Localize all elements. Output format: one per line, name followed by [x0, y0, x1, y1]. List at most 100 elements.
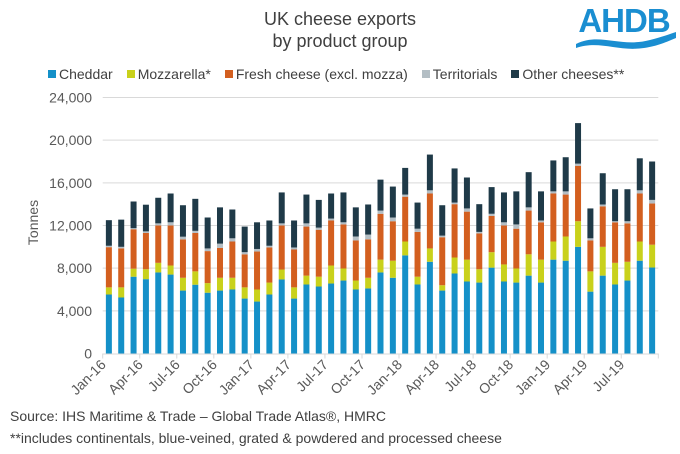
- bar-segment: [513, 191, 520, 225]
- bar-segment: [266, 282, 273, 295]
- bar-segment: [179, 290, 186, 354]
- bar-segment: [130, 268, 137, 277]
- bar-segment: [451, 257, 458, 274]
- bar-segment: [488, 252, 495, 268]
- bar-segment: [426, 261, 433, 354]
- bar-segment: [488, 187, 495, 214]
- legend-swatch: [126, 70, 135, 78]
- bar-segment: [352, 236, 359, 241]
- bar-segment: [488, 267, 495, 354]
- bar-segment: [130, 201, 137, 229]
- bar-segment: [266, 247, 273, 283]
- bar-segment: [229, 238, 236, 242]
- bar-segment: [562, 260, 569, 354]
- bar-segment: [278, 279, 285, 354]
- bar-segment: [315, 286, 322, 354]
- bar-segment: [389, 221, 396, 261]
- bar-segment: [476, 231, 483, 234]
- bar-segment: [562, 191, 569, 195]
- bar-segment: [414, 228, 421, 232]
- bar-segment: [513, 282, 520, 354]
- bar-segment: [142, 269, 149, 280]
- chart-title: UK cheese exports by product group: [0, 8, 680, 52]
- legend-swatch: [224, 70, 233, 78]
- bar-segment: [575, 163, 582, 166]
- y-tick-label: 24,000: [49, 90, 92, 106]
- chart-legend: Cheddar Mozzarella* Fresh cheese (excl. mo…: [48, 66, 624, 82]
- x-tick-label: Apr-19: [549, 356, 590, 397]
- y-tick-label: 8,000: [57, 260, 92, 276]
- bar-segment: [340, 280, 347, 354]
- bar-segment: [402, 194, 409, 197]
- bar-segment: [377, 272, 384, 354]
- bar-segment: [365, 234, 372, 240]
- bar-segment: [426, 193, 433, 249]
- bar-segment: [402, 255, 409, 354]
- legend-label: Fresh cheese (excl. mozza): [235, 66, 408, 82]
- bar-segment: [525, 254, 532, 276]
- x-tick-label: Apr-18: [401, 356, 442, 397]
- bar-segment: [179, 236, 186, 240]
- y-tick-label: 16,000: [49, 175, 92, 191]
- bar-segment: [624, 261, 631, 281]
- bar-segment: [402, 241, 409, 256]
- bar-segment: [179, 239, 186, 278]
- bar-segment: [142, 204, 149, 232]
- bar-segment: [315, 276, 322, 287]
- bar-segment: [451, 273, 458, 354]
- legend-label: Mozzarella*: [137, 66, 211, 82]
- x-tick-label: Oct-17: [327, 356, 368, 397]
- bar-segment: [328, 193, 335, 219]
- bar-segment: [599, 275, 606, 354]
- bar-segment: [513, 268, 520, 283]
- ahdb-logo: AHDB: [576, 2, 676, 49]
- bar-segment: [587, 208, 594, 239]
- bar-segment: [142, 232, 149, 270]
- bar-segment: [538, 220, 545, 223]
- bar-segment: [118, 246, 125, 249]
- bar-segment: [303, 226, 310, 276]
- bar-segment: [340, 192, 347, 223]
- bar-segment: [278, 225, 285, 270]
- bar-segment: [575, 165, 582, 222]
- bar-segment: [254, 251, 261, 290]
- source-note: Source: IHS Maritime & Trade – Global Tr…: [10, 408, 387, 424]
- bar-segment: [624, 189, 631, 222]
- bar-segment: [118, 297, 125, 354]
- bar-segment: [587, 240, 594, 272]
- bar-segment: [463, 177, 470, 209]
- ahdb-logo-wave-icon: [576, 32, 676, 49]
- bar-segment: [599, 173, 606, 205]
- bar-segment: [229, 289, 236, 354]
- bar-segment: [439, 205, 446, 236]
- bar-segment: [303, 275, 310, 285]
- bar-segment: [142, 231, 149, 233]
- bar-segment: [649, 203, 656, 245]
- bar-segment: [303, 194, 310, 224]
- bar-segment: [130, 228, 137, 230]
- bar-segment: [130, 229, 137, 269]
- bar-segment: [402, 196, 409, 242]
- y-tick-label: 20,000: [49, 132, 92, 148]
- bar-segment: [476, 282, 483, 354]
- bar-segment: [414, 231, 421, 277]
- bar-segment: [389, 260, 396, 278]
- bar-segment: [612, 284, 619, 354]
- bar-segment: [538, 222, 545, 260]
- bar-segment: [439, 235, 446, 238]
- x-tick-label: Jan-19: [512, 356, 554, 398]
- bar-segment: [278, 269, 285, 280]
- bar-segment: [562, 157, 569, 192]
- bar-segment: [525, 210, 532, 255]
- ahdb-logo-text: AHDB: [578, 2, 669, 39]
- legend-label: Other cheeses**: [522, 66, 625, 82]
- bar-segment: [463, 208, 470, 212]
- bar-segment: [291, 220, 298, 248]
- bar-segment: [463, 259, 470, 282]
- legend-item: Cheddar: [48, 66, 113, 82]
- bar-segment: [105, 287, 112, 295]
- bar-segment: [118, 287, 125, 298]
- y-tick-label: 12,000: [49, 218, 92, 234]
- bar-segment: [426, 248, 433, 262]
- bar-segment: [291, 247, 298, 250]
